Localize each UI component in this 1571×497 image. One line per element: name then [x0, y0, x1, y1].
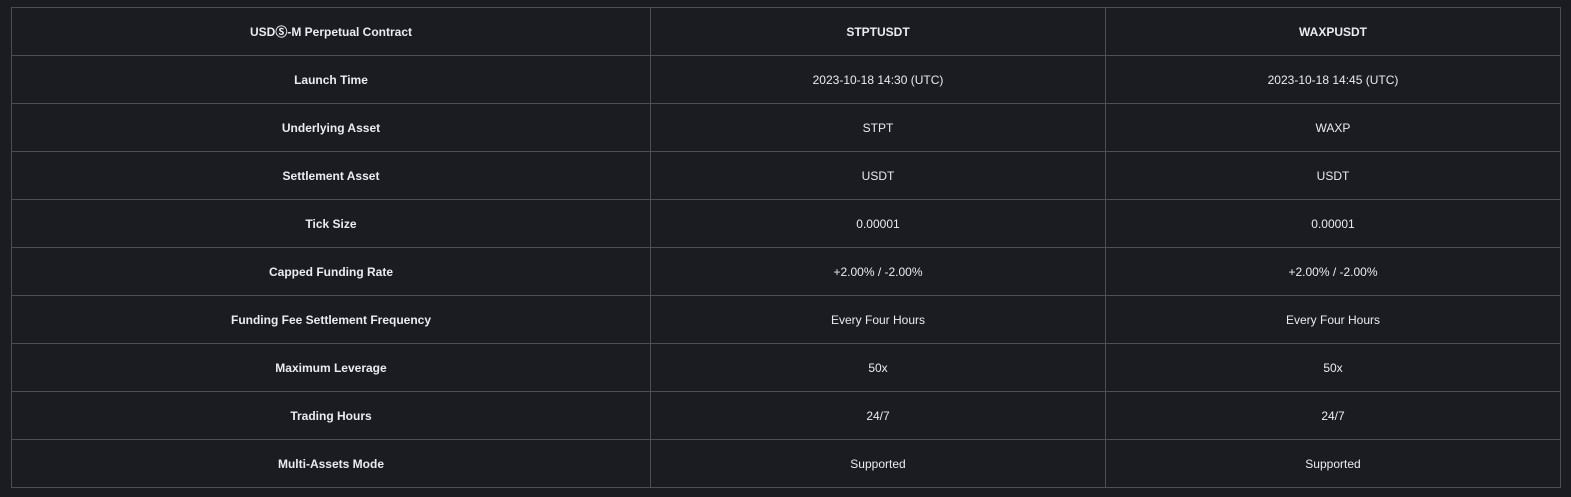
cell-value: USDT: [650, 151, 1106, 200]
row-label: Trading Hours: [11, 391, 651, 440]
cell-value: 24/7: [650, 391, 1106, 440]
row-label: Capped Funding Rate: [11, 247, 651, 296]
cell-value: 50x: [650, 343, 1106, 392]
table-row: Tick Size 0.00001 0.00001: [11, 199, 1561, 248]
row-label: Underlying Asset: [11, 103, 651, 152]
table-row: Multi-Assets Mode Supported Supported: [11, 439, 1561, 488]
cell-value: Every Four Hours: [650, 295, 1106, 344]
table-row: Underlying Asset STPT WAXP: [11, 103, 1561, 152]
header-cell: STPTUSDT: [650, 7, 1106, 56]
cell-value: 24/7: [1105, 391, 1561, 440]
table-row: Funding Fee Settlement Frequency Every Fo…: [11, 295, 1561, 344]
table-row: Capped Funding Rate +2.00% / -2.00% +2.00%…: [11, 247, 1561, 296]
cell-value: +2.00% / -2.00%: [1105, 247, 1561, 296]
header-cell: USDⓈ-M Perpetual Contract: [11, 7, 651, 56]
cell-value: Supported: [650, 439, 1106, 488]
cell-value: STPT: [650, 103, 1106, 152]
cell-value: 50x: [1105, 343, 1561, 392]
header-cell: WAXPUSDT: [1105, 7, 1561, 56]
cell-value: Supported: [1105, 439, 1561, 488]
table-row: Maximum Leverage 50x 50x: [11, 343, 1561, 392]
table-row: Settlement Asset USDT USDT: [11, 151, 1561, 200]
row-label: Maximum Leverage: [11, 343, 651, 392]
cell-value: 0.00001: [650, 199, 1106, 248]
cell-value: Every Four Hours: [1105, 295, 1561, 344]
row-label: Launch Time: [11, 55, 651, 104]
table-header-row: USDⓈ-M Perpetual Contract STPTUSDT WAXPU…: [11, 7, 1561, 56]
row-label: Settlement Asset: [11, 151, 651, 200]
cell-value: WAXP: [1105, 103, 1561, 152]
row-label: Tick Size: [11, 199, 651, 248]
table-row: Trading Hours 24/7 24/7: [11, 391, 1561, 440]
row-label: Multi-Assets Mode: [11, 439, 651, 488]
cell-value: 2023-10-18 14:30 (UTC): [650, 55, 1106, 104]
row-label: Funding Fee Settlement Frequency: [11, 295, 651, 344]
cell-value: USDT: [1105, 151, 1561, 200]
cell-value: +2.00% / -2.00%: [650, 247, 1106, 296]
table-row: Launch Time 2023-10-18 14:30 (UTC) 2023-10…: [11, 55, 1561, 104]
cell-value: 2023-10-18 14:45 (UTC): [1105, 55, 1561, 104]
contract-specs-table: USDⓈ-M Perpetual Contract STPTUSDT WAXPU…: [11, 7, 1561, 488]
cell-value: 0.00001: [1105, 199, 1561, 248]
